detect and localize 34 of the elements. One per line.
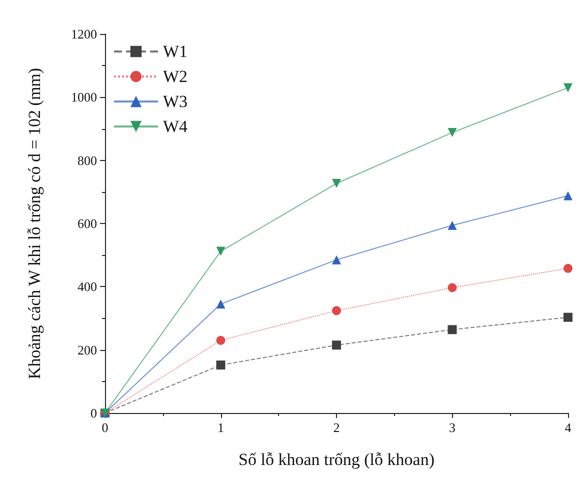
y-tick-label: 0 (90, 406, 97, 420)
point (448, 220, 457, 230)
legend-label: W3 (163, 92, 188, 111)
point (332, 255, 341, 264)
point (448, 283, 457, 292)
x-tick-label: 0 (102, 420, 108, 435)
point (564, 312, 572, 322)
point (216, 246, 226, 256)
y-tick-label: 800 (78, 152, 97, 168)
x-tick-label: 3 (449, 420, 456, 435)
legend-label: W2 (163, 67, 188, 86)
x-tick-label: 1 (218, 420, 224, 435)
legend-label: W4 (163, 117, 188, 136)
point (564, 264, 572, 273)
point (332, 306, 341, 316)
point (216, 336, 226, 345)
x-axis-title: Số lỗ khoan trống (lỗ khoan) (238, 450, 434, 469)
point (564, 83, 572, 92)
x-tick-label: 4 (564, 420, 572, 435)
y-tick-label: 1200 (71, 26, 97, 42)
y-axis-title: Khoảng cách W khi lỗ trống có d = 102 (mm) (25, 68, 44, 380)
legend-label: W1 (163, 42, 188, 61)
point (448, 128, 457, 138)
point (564, 191, 572, 200)
y-tick-label: 600 (78, 216, 97, 231)
point (332, 178, 341, 188)
point (216, 360, 226, 370)
point (448, 325, 457, 334)
point (216, 300, 226, 309)
y-tick-label: 1000 (71, 90, 97, 105)
point (332, 340, 341, 350)
y-tick-label: 400 (78, 279, 97, 294)
x-tick-label: 2 (333, 420, 340, 435)
y-tick-label: 200 (78, 342, 97, 358)
